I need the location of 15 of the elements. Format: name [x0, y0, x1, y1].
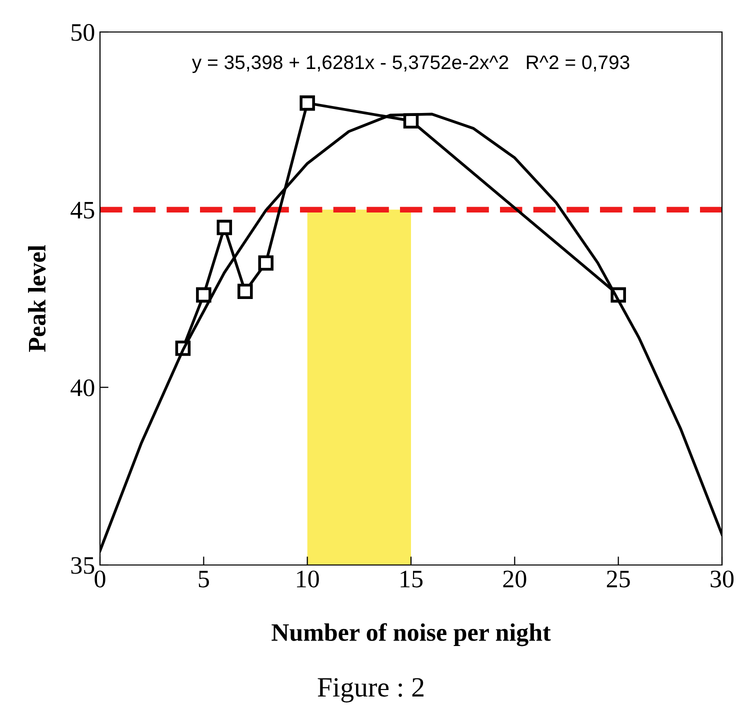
x-tick-label: 0: [94, 570, 106, 588]
y-tick-label: 50: [72, 24, 94, 41]
x-tick-label: 10: [297, 570, 319, 588]
x-tick-label: 25: [606, 570, 630, 588]
x-tick-label: 30: [710, 570, 734, 588]
x-tick-label: 5: [198, 570, 209, 588]
y-tick-label: 40: [70, 379, 94, 396]
x-axis-title: Number of noise per night: [272, 623, 551, 646]
y-tick-label: 35: [71, 557, 94, 574]
annotation: y = 35,398 + 1,6281x - 5,3752e-2x^2 R^2 = 0,793: [192, 55, 630, 74]
x-tick-label: 15: [400, 570, 423, 588]
x-tick-label: 20: [503, 570, 526, 588]
y-axis-title: Peak level: [28, 245, 46, 352]
y-tick-label: 45: [70, 202, 94, 219]
text: Figure : 2: [318, 678, 424, 702]
